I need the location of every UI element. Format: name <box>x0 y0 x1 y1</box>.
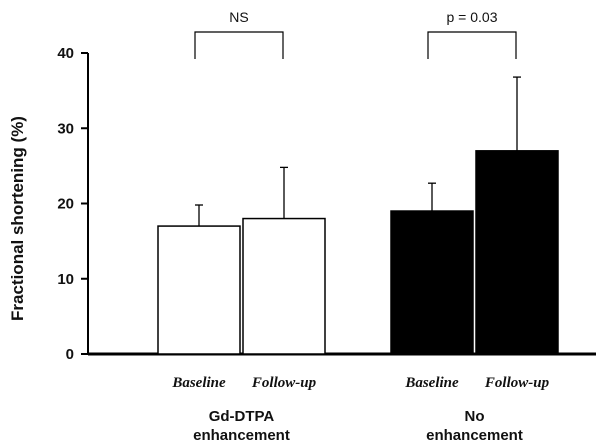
significance-annotation: NS <box>229 9 248 25</box>
bars <box>157 76 559 355</box>
group-label-line1: Gd-DTPA <box>209 408 275 425</box>
significance-annotation: p = 0.03 <box>447 9 498 25</box>
y-tick-label: 30 <box>57 120 74 137</box>
labels: Fractional shortening (%) Baseline Follow-… <box>8 9 550 444</box>
category-label: Baseline <box>404 375 459 391</box>
group-label-line2: enhancement <box>426 427 523 444</box>
y-tick-label: 20 <box>57 196 74 213</box>
group-label-line1: No <box>465 408 485 425</box>
y-axis-label: Fractional shortening (%) <box>8 116 27 321</box>
bar <box>475 150 559 355</box>
significance-bracket <box>194 31 284 59</box>
bar <box>390 210 474 355</box>
category-label: Follow-up <box>251 375 317 391</box>
category-label: Baseline <box>171 375 226 391</box>
significance-bracket <box>427 31 517 59</box>
y-tick-label: 10 <box>57 271 74 288</box>
y-tick-label: 0 <box>66 346 74 363</box>
group-label-line2: enhancement <box>193 427 290 444</box>
bar <box>157 225 241 355</box>
bar <box>242 217 326 355</box>
category-label: Follow-up <box>484 375 550 391</box>
y-tick-label: 40 <box>57 45 74 62</box>
